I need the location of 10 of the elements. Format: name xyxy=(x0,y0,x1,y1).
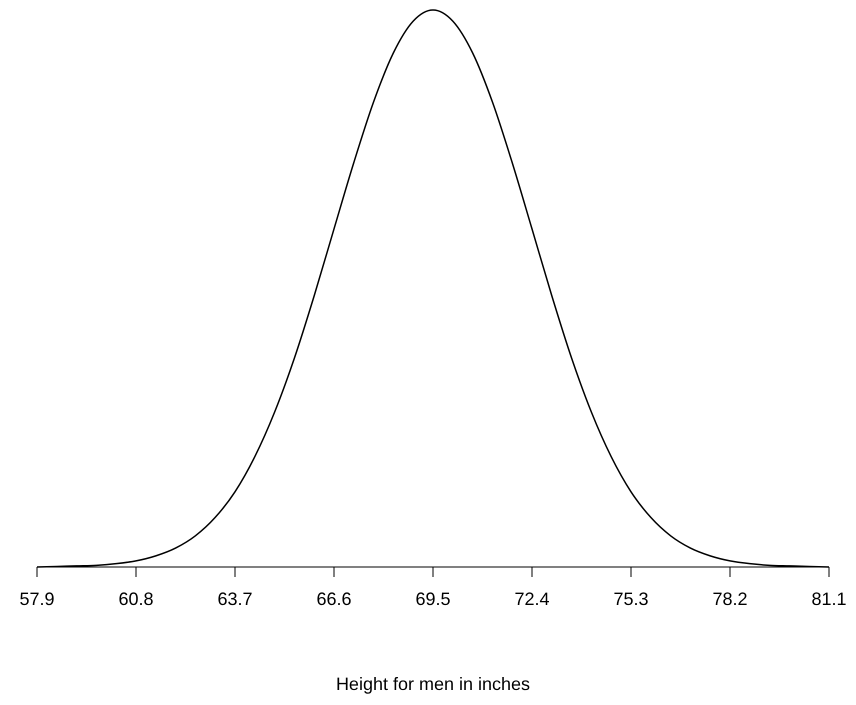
x-tick-label: 81.1 xyxy=(811,589,847,610)
x-axis-title: Height for men in inches xyxy=(336,674,530,694)
x-tick-label: 72.4 xyxy=(514,589,550,610)
x-tick-label: 78.2 xyxy=(712,589,748,610)
x-tick-label: 63.7 xyxy=(217,589,253,610)
x-tick-label: 60.8 xyxy=(118,589,154,610)
x-tick-label: 66.6 xyxy=(316,589,352,610)
x-tick-label: 69.5 xyxy=(415,589,451,610)
x-tick-label: 57.9 xyxy=(19,589,55,610)
x-tick-label: 75.3 xyxy=(613,589,649,610)
